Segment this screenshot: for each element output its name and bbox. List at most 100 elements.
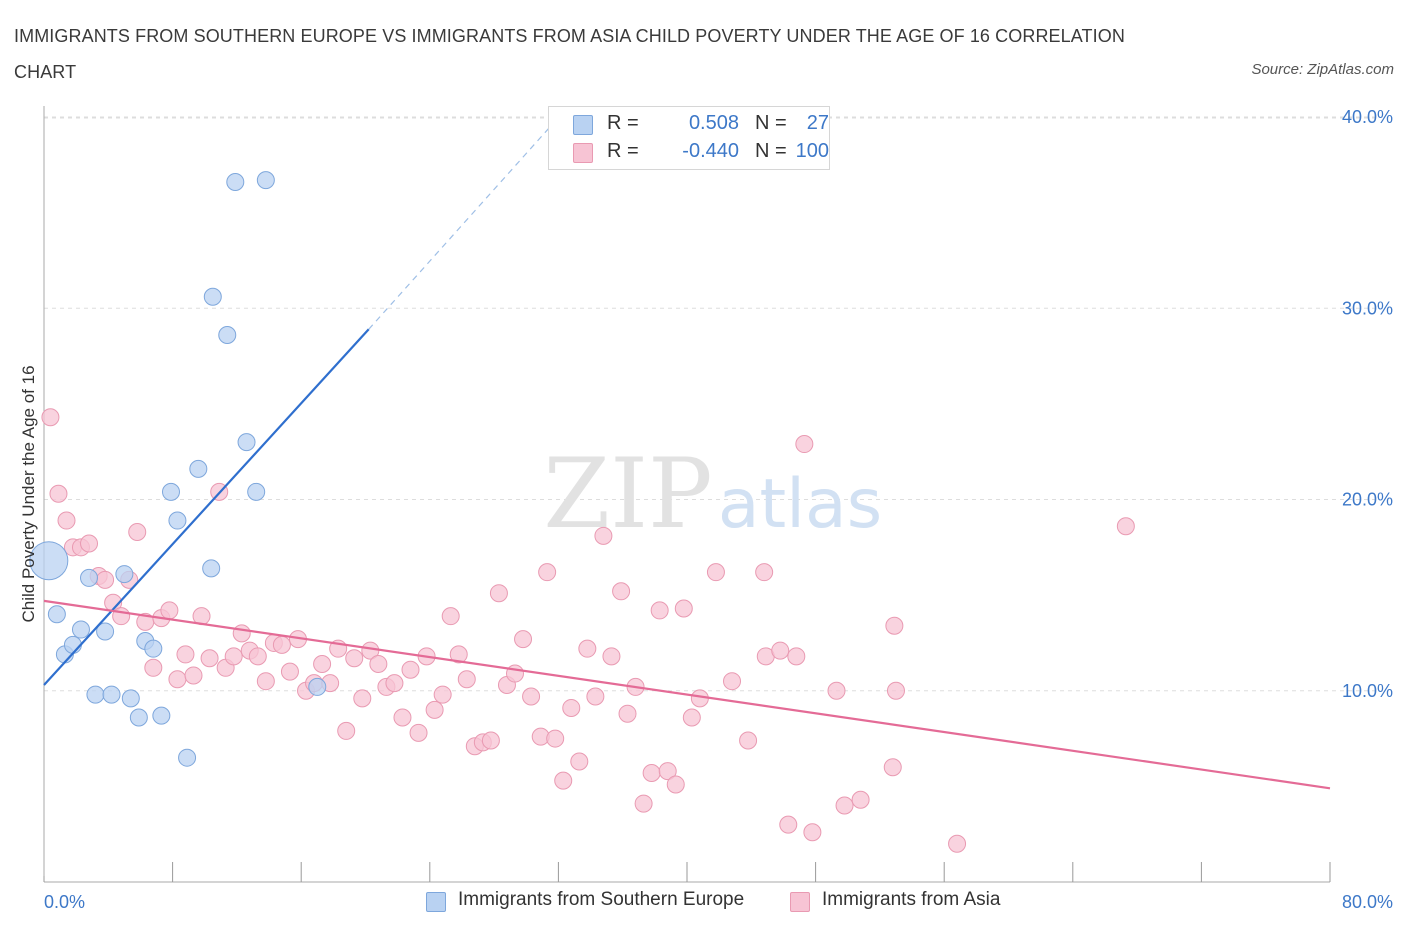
asia-point <box>514 630 533 649</box>
southern-europe-point <box>102 685 121 704</box>
grid-lines <box>44 116 1380 692</box>
asia-point <box>337 721 356 740</box>
asia-point <box>594 526 613 545</box>
asia-point <box>168 670 187 689</box>
asia-point <box>232 624 251 643</box>
asia-point <box>739 731 758 750</box>
axes <box>43 106 1331 883</box>
southern-europe-point <box>161 482 180 501</box>
asia-point <box>771 641 790 660</box>
x-tick-label: 0.0% <box>44 892 85 912</box>
asia-point <box>353 689 372 708</box>
asia-point <box>779 815 798 834</box>
southern-europe-points <box>29 171 327 767</box>
asia-point <box>457 670 476 689</box>
asia-point <box>248 647 267 666</box>
southern-europe-trend-line <box>43 328 370 686</box>
y-tick-label: 20.0% <box>1342 490 1393 510</box>
asia-point <box>851 790 870 809</box>
asia-point <box>280 662 299 681</box>
legend-n-label: N = <box>755 112 787 134</box>
legend-r-value: 0.508 <box>688 112 739 134</box>
asia-point <box>184 666 203 685</box>
watermark-atlas: atlas <box>718 465 882 544</box>
asia-point <box>313 654 332 673</box>
asia-point <box>449 645 468 664</box>
southern-europe-point <box>121 689 140 708</box>
asia-point <box>57 511 76 530</box>
asia-point <box>578 639 597 658</box>
legend-r-label: R = <box>607 112 639 134</box>
southern-europe-point <box>144 639 163 658</box>
asia-point <box>96 570 115 589</box>
asia-point <box>795 435 814 454</box>
southern-europe-point <box>308 677 327 696</box>
asia-point <box>401 660 420 679</box>
southern-europe-point <box>189 459 208 478</box>
asia-point <box>489 584 508 603</box>
y-axis-label: Child Poverty Under the Age of 16 <box>19 365 38 622</box>
asia-point <box>723 672 742 691</box>
legend-swatch-blue <box>573 115 593 135</box>
southern-europe-point <box>178 748 197 767</box>
southern-europe-point <box>256 171 275 190</box>
asia-point <box>883 758 902 777</box>
southern-europe-point <box>115 565 134 584</box>
asia-point <box>481 731 500 750</box>
southern-europe-point <box>247 482 266 501</box>
asia-point <box>256 672 275 691</box>
southern-europe-point <box>96 622 115 641</box>
asia-point <box>409 723 428 742</box>
southern-europe-point <box>71 620 90 639</box>
tick-labels: 10.0% 20.0% 30.0% 40.0% 0.0% 80.0% <box>44 107 1393 912</box>
asia-points <box>41 408 1135 853</box>
asia-point <box>345 649 364 668</box>
asia-point <box>755 563 774 582</box>
bottom-legend-label: Immigrants from Southern Europe <box>458 889 745 910</box>
asia-point <box>618 704 637 723</box>
asia-point <box>682 708 701 727</box>
asia-point <box>272 635 291 654</box>
bottom-legend-swatch-pink <box>790 892 810 912</box>
x-tick-label: 80.0% <box>1342 892 1393 912</box>
asia-point <box>612 582 631 601</box>
southern-europe-point <box>203 287 222 306</box>
asia-point <box>49 484 68 503</box>
asia-point <box>538 563 557 582</box>
southern-europe-trend-extension <box>368 126 551 330</box>
southern-europe-point <box>226 173 245 192</box>
y-tick-label: 40.0% <box>1342 107 1393 127</box>
asia-point <box>1116 517 1135 536</box>
asia-point <box>658 762 677 781</box>
asia-point <box>562 698 581 717</box>
asia-point <box>827 681 846 700</box>
asia-point <box>602 647 621 666</box>
southern-europe-point <box>80 568 99 587</box>
asia-point <box>642 763 661 782</box>
asia-point <box>886 681 905 700</box>
trend-lines <box>43 126 1331 790</box>
asia-point <box>803 823 822 842</box>
legend-n-value: 100 <box>795 140 829 162</box>
bottom-legend-label: Immigrants from Asia <box>822 889 1001 910</box>
asia-point <box>634 794 653 813</box>
correlation-legend: R = 0.508 N = 27 R = -0.440 N = 100 <box>548 106 830 170</box>
asia-point <box>650 601 669 620</box>
southern-europe-point <box>152 706 171 725</box>
asia-point <box>425 700 444 719</box>
southern-europe-point <box>218 326 237 345</box>
asia-point <box>393 708 412 727</box>
asia-point <box>433 685 452 704</box>
asia-point <box>666 775 685 794</box>
asia-point <box>706 563 725 582</box>
asia-point <box>224 647 243 666</box>
asia-point <box>128 523 147 542</box>
asia-point <box>385 674 404 693</box>
asia-point <box>160 601 179 620</box>
southern-europe-point <box>29 541 69 581</box>
legend-swatch-pink <box>573 143 593 163</box>
y-tick-label: 30.0% <box>1342 298 1393 318</box>
asia-point <box>41 408 60 427</box>
legend-n-label: N = <box>755 140 787 162</box>
